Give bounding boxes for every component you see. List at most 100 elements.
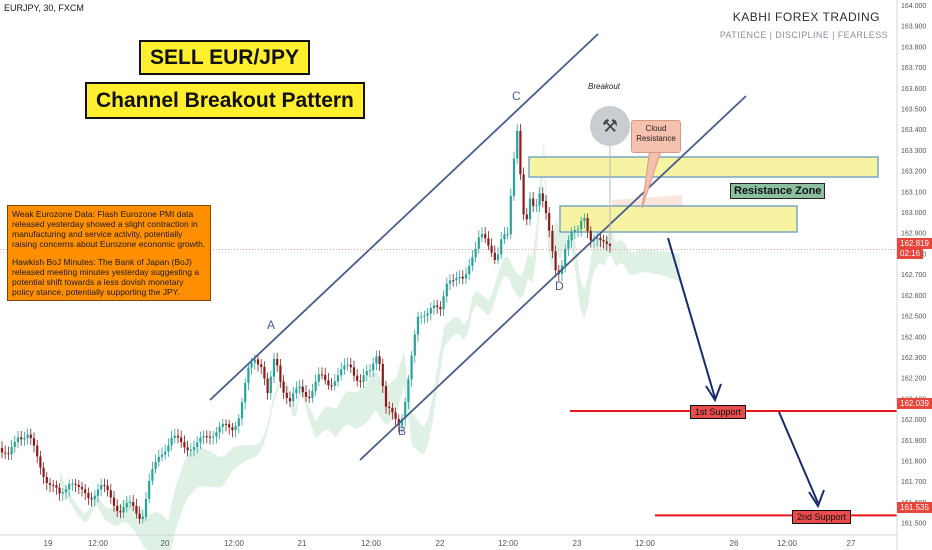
candle-body-110 [352,367,356,376]
candle-body-159 [509,195,512,235]
candle-body-135 [432,305,436,308]
candle-body-101 [324,374,327,381]
candle-body-74 [237,418,240,426]
candle-body-48 [154,461,157,470]
support-2-label: 2nd Support [792,510,852,524]
candle-body-98 [314,381,317,392]
candle-body-60 [192,447,196,450]
candle-body-131 [420,316,423,318]
point-d-label: D [555,279,564,293]
candle-body-171 [548,213,551,231]
candle-body-41 [132,502,135,507]
candle-body-73 [234,425,237,431]
candle-body-130 [416,316,420,335]
y-tick-label-15: 162.500 [901,314,926,321]
candle-body-107 [343,365,346,370]
y-tick-label-14: 162.600 [901,293,926,300]
candle-body-86 [276,358,279,366]
candle-body-155 [496,254,500,261]
candle-body-28 [90,497,93,500]
candle-body-99 [317,374,320,382]
candle-body-21 [68,483,71,490]
candle-body-13 [42,467,45,478]
y-tick-label-22: 161.800 [901,458,926,465]
candle-body-160 [512,158,516,196]
candle-body-43 [138,513,141,520]
candle-body-177 [567,240,570,249]
breakout-label: Breakout [588,82,621,91]
x-tick-label-0: 19 [44,539,53,548]
x-tick-label-5: 12:00 [361,539,382,548]
candle-body-31 [100,484,103,490]
arrow-to-support-2 [778,411,819,504]
y-tick-label-5: 163.500 [901,107,926,114]
candle-body-24 [77,484,80,487]
x-tick-label-1: 12:00 [88,539,109,548]
point-a-label: A [267,318,276,332]
candle-body-151 [484,234,487,239]
candle-body-33 [106,485,109,491]
title-sell-eurjpy: SELL EUR/JPY [139,40,310,75]
candle-body-97 [311,391,314,399]
y-tick-label-3: 163.700 [901,65,926,72]
candle-body-42 [135,506,138,514]
candle-body-72 [231,427,234,431]
candle-body-76 [244,382,247,403]
candle-body-27 [87,493,90,498]
candle-body-67 [215,432,218,437]
candle-body-11 [36,445,39,457]
candle-body-137 [439,306,442,310]
candle-body-37 [119,511,122,513]
candle-body-187 [599,237,602,241]
candle-body-91 [292,393,295,402]
candle-body-144 [461,276,464,279]
note-paragraph-2: Hawkish BoJ Minutes: The Bank of Japan (… [12,257,200,297]
candle-body-19 [61,492,64,494]
candle-body-142 [455,278,458,281]
candle-body-157 [503,234,506,240]
candle-body-100 [320,374,324,376]
x-tick-label-6: 22 [436,539,445,548]
y-tick-label-11: 162.900 [901,231,926,238]
candle-body-83 [266,378,269,394]
candle-body-183 [586,217,589,231]
candle-body-10 [32,438,36,446]
candle-body-178 [570,231,573,241]
candle-body-63 [202,436,205,438]
candle-body-16 [52,484,55,486]
y-tick-label-23: 161.700 [901,479,926,486]
candle-body-163 [522,174,525,215]
brand-tagline: PATIENCE | DISCIPLINE | FEARLESS [719,30,888,40]
ichimoku-cloud [60,140,680,550]
candle-body-9 [29,434,32,439]
candle-body-109 [349,364,352,368]
candle-body-121 [388,406,391,408]
candle-body-106 [340,369,343,376]
candle-body-96 [308,396,311,399]
candle-body-180 [576,229,580,231]
candle-body-75 [240,402,244,419]
y-tick-label-6: 163.400 [901,127,926,134]
arrow-head-2 [808,489,825,509]
candle-body-64 [205,436,208,438]
candle-body-103 [330,385,333,387]
y-tick-label-1: 163.900 [901,24,926,31]
candle-body-39 [125,502,128,508]
candle-body-7 [23,437,26,440]
candle-body-165 [528,198,532,220]
candle-body-58 [186,447,189,451]
candle-body-30 [96,489,100,496]
candle-body-38 [122,507,125,513]
x-tick-label-2: 20 [161,539,170,548]
candle-body-12 [39,456,42,468]
y-tick-label-8: 163.200 [901,169,926,176]
support-1-price-tag: 162.039 [897,398,932,409]
candle-body-173 [554,251,557,271]
candle-body-164 [525,214,528,220]
candle-body-54 [173,435,176,438]
x-tick-label-9: 12:00 [635,539,656,548]
fundamental-note: Weak Eurozone Data: Flash Eurozone PMI d… [7,205,211,301]
x-tick-label-10: 26 [730,539,739,548]
candle-body-1 [4,452,7,454]
candle-body-20 [64,489,68,493]
